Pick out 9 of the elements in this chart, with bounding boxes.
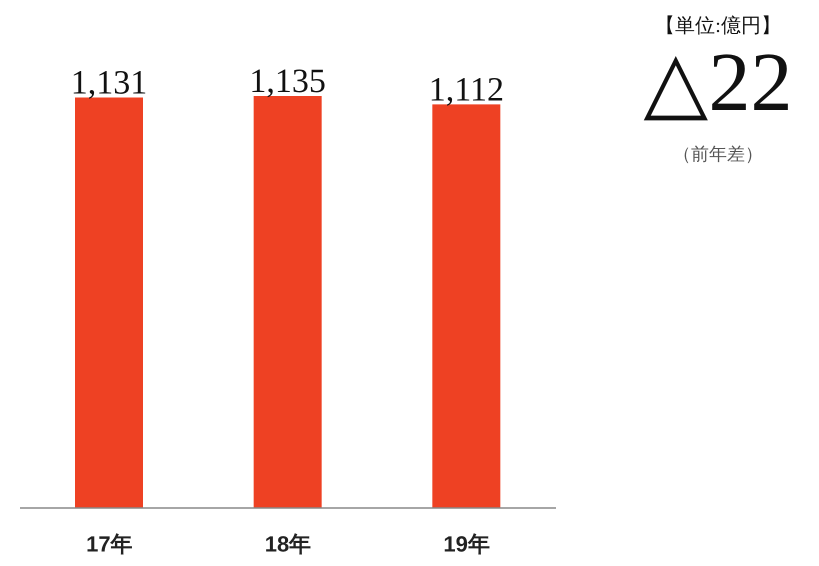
x-tick-label: 18年 — [264, 532, 312, 557]
data-label: 1,112 — [428, 71, 504, 108]
x-tick-label: 17年 — [86, 532, 133, 557]
data-label: 1,131 — [70, 64, 148, 102]
x-tick-label: 19年 — [443, 532, 490, 557]
text: △22 — [642, 36, 794, 129]
data-label: 1,135 — [249, 63, 326, 100]
text: （前年差） — [672, 143, 764, 166]
text: 【単位:億円】 — [654, 14, 782, 39]
